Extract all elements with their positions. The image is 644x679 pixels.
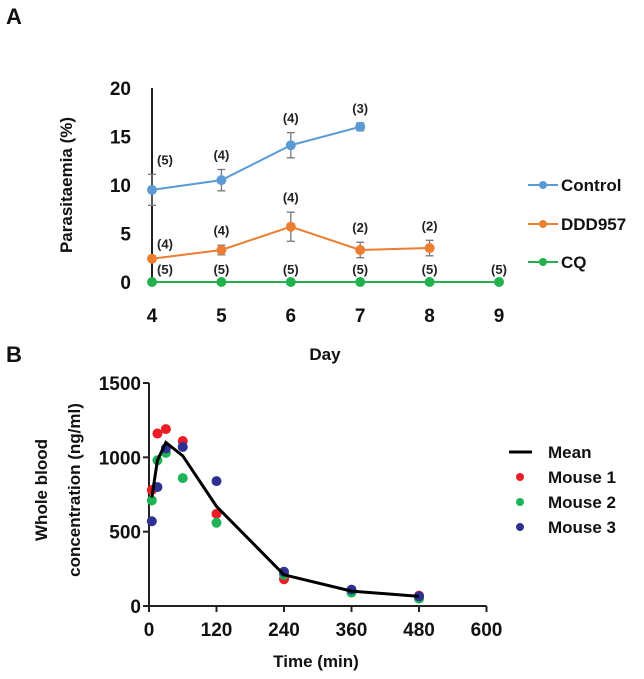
panel-label-a: A xyxy=(6,4,22,29)
legend-label: Mean xyxy=(548,443,591,462)
y-axis-title-a: Parasitaemia (%) xyxy=(57,117,76,253)
n-label: (4) xyxy=(283,190,299,205)
x-tick-label: 120 xyxy=(201,620,233,641)
x-tick-label: 7 xyxy=(355,306,366,327)
chart-b-concentration: Whole blood concentration (ng/ml) Time (… xyxy=(32,374,616,671)
n-label: (5) xyxy=(157,152,173,167)
x-axis-title-a: Day xyxy=(309,345,341,364)
legend-label: DDD957 xyxy=(561,215,626,234)
y-axis-title-b-line1: Whole blood xyxy=(32,439,51,541)
series-cq: (5) (5) (5) (5) (5) (5) CQ xyxy=(147,253,587,287)
n-label: (5) xyxy=(491,262,507,277)
data-point xyxy=(147,253,157,264)
data-point xyxy=(424,277,435,287)
legend-marker xyxy=(539,220,547,228)
data-point xyxy=(216,244,227,255)
n-label: (4) xyxy=(157,237,173,252)
x-tick-label: 360 xyxy=(336,620,368,641)
y-tick-label: 15 xyxy=(110,128,132,149)
legend-marker xyxy=(516,523,524,531)
legend-label: Mouse 3 xyxy=(548,518,616,537)
n-label: (5) xyxy=(283,262,299,277)
y-tick-label: 0 xyxy=(120,273,131,294)
data-point xyxy=(160,424,171,435)
x-tick-label: 480 xyxy=(403,620,435,641)
x-tick-label: 5 xyxy=(216,306,227,327)
legend-label: Mouse 1 xyxy=(548,468,616,487)
legend-marker xyxy=(516,473,524,481)
data-point xyxy=(285,221,296,232)
data-point xyxy=(177,473,188,484)
series-line xyxy=(151,125,361,191)
data-point xyxy=(285,277,296,287)
y-tick-label: 20 xyxy=(110,79,131,100)
series-mean xyxy=(150,440,420,598)
x-tick-label: 0 xyxy=(144,620,155,641)
data-point xyxy=(146,516,157,527)
x-tick-label: 600 xyxy=(471,620,503,641)
data-point xyxy=(211,476,222,487)
y-tick-label: 5 xyxy=(120,225,131,246)
data-point xyxy=(285,140,296,151)
x-tick-label: 8 xyxy=(424,306,435,327)
y-tick-label: 10 xyxy=(110,176,131,197)
data-point xyxy=(146,495,157,506)
data-point xyxy=(147,277,157,287)
data-point xyxy=(494,277,504,287)
data-point xyxy=(147,184,157,195)
x-tick-label: 4 xyxy=(147,306,158,327)
data-point xyxy=(211,517,222,528)
n-label: (2) xyxy=(422,218,438,233)
data-point xyxy=(216,277,227,287)
n-label: (5) xyxy=(422,262,438,277)
series-ddd957: (4) (4) (4) (2) (2) DDD957 xyxy=(147,190,626,264)
legend-marker xyxy=(539,258,547,266)
legend-label: CQ xyxy=(561,253,587,272)
n-label: (3) xyxy=(352,101,368,116)
data-point xyxy=(424,243,435,254)
y-tick-label: 0 xyxy=(130,597,141,618)
x-axis-title-b: Time (min) xyxy=(273,652,359,671)
n-label: (5) xyxy=(213,262,229,277)
legend-marker xyxy=(539,181,547,189)
panel-label-b: B xyxy=(6,342,22,367)
data-point xyxy=(216,175,227,186)
n-label: (4) xyxy=(213,147,229,162)
y-tick-label: 1500 xyxy=(99,374,141,395)
data-point xyxy=(355,277,366,287)
y-tick-label: 500 xyxy=(109,523,141,544)
data-point xyxy=(211,508,222,519)
data-point xyxy=(355,244,366,255)
y-tick-label: 1000 xyxy=(99,448,141,469)
x-tick-label: 240 xyxy=(268,620,300,641)
series-control: (5) (4) (4) (3) Control xyxy=(147,101,621,207)
legend-marker xyxy=(516,498,524,506)
n-label: (2) xyxy=(352,220,368,235)
data-point xyxy=(355,121,366,132)
legend-label: Mouse 2 xyxy=(548,493,616,512)
data-point xyxy=(177,441,188,452)
n-label: (5) xyxy=(157,262,173,277)
x-tick-label: 6 xyxy=(286,306,297,327)
n-label: (5) xyxy=(352,262,368,277)
y-axis-title-b-line2: concentration (ng/ml) xyxy=(65,403,84,577)
mean-line xyxy=(150,440,420,598)
legend-label: Control xyxy=(561,176,621,195)
x-tick-label: 9 xyxy=(494,306,505,327)
n-label: (4) xyxy=(213,223,229,238)
n-label: (4) xyxy=(283,111,299,126)
data-point xyxy=(152,428,163,439)
